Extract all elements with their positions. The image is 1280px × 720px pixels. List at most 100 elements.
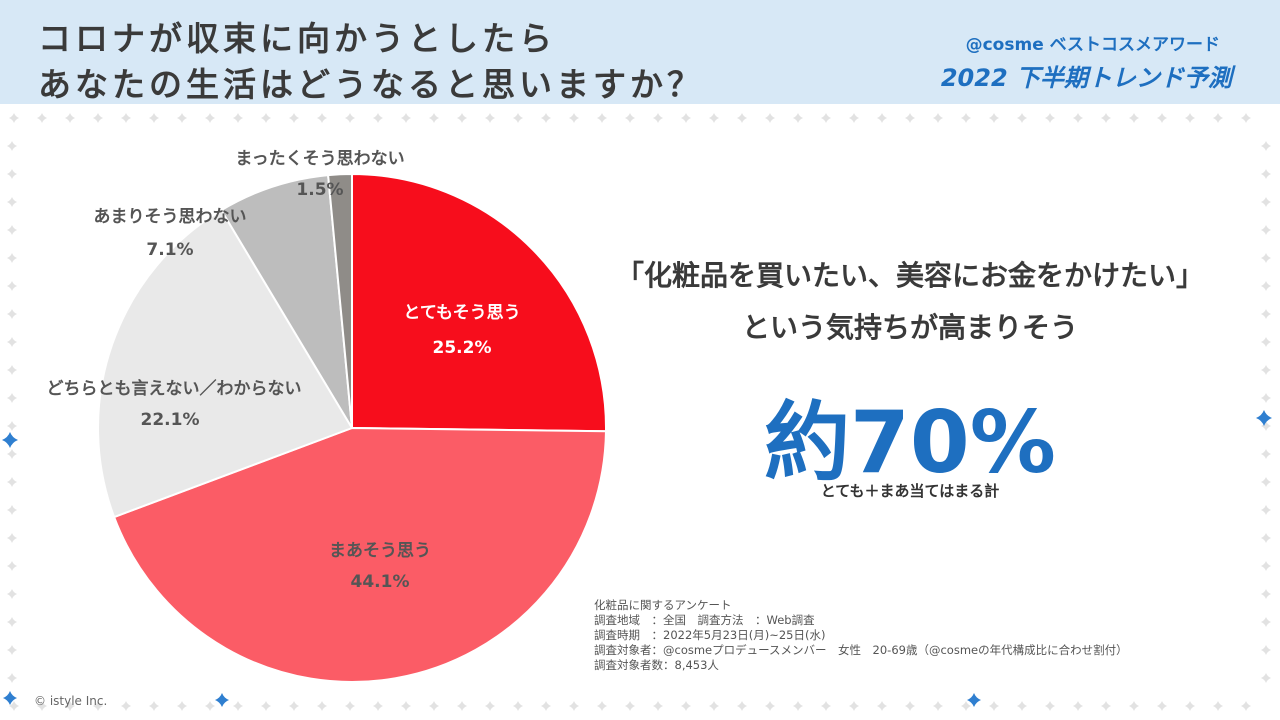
sparkle-icon bbox=[7, 365, 17, 375]
sparkle-icon bbox=[961, 701, 971, 711]
sparkle-icon bbox=[821, 113, 831, 123]
sparkle-icon bbox=[177, 113, 187, 123]
sparkle-icon bbox=[1129, 701, 1139, 711]
sparkle-icon bbox=[1185, 701, 1195, 711]
brand-subtitle: 2022 下半期トレンド予測 bbox=[940, 64, 1232, 92]
sparkle-icon bbox=[1129, 113, 1139, 123]
sparkle-icon bbox=[597, 113, 607, 123]
sparkle-icon bbox=[933, 113, 943, 123]
sparkle-icon bbox=[261, 701, 271, 711]
sparkle-icon bbox=[1157, 113, 1167, 123]
sparkle-icon bbox=[7, 449, 17, 459]
sparkle-icon bbox=[967, 693, 981, 707]
sparkle-icon bbox=[1045, 701, 1055, 711]
sparkle-icon bbox=[625, 113, 635, 123]
sparkle-icon bbox=[793, 113, 803, 123]
survey-line: 化粧品に関するアンケート bbox=[594, 598, 732, 612]
sparkle-icon bbox=[215, 693, 229, 707]
copyright: © istyle Inc. bbox=[34, 694, 108, 708]
sparkle-icon bbox=[205, 701, 215, 711]
sparkle-icon bbox=[849, 113, 859, 123]
sparkle-icon bbox=[1261, 645, 1271, 655]
brand-logo-text: @cosme ベストコスメアワード bbox=[965, 35, 1220, 55]
slice-value-not-at-all: 1.5% bbox=[296, 180, 344, 200]
sparkle-icon bbox=[569, 701, 579, 711]
survey-line: 調査対象者数：8,453人 bbox=[594, 658, 719, 672]
sparkle-icon bbox=[429, 113, 439, 123]
sparkle-icon bbox=[1261, 533, 1271, 543]
sparkle-icon bbox=[205, 113, 215, 123]
sparkle-icon bbox=[1157, 701, 1167, 711]
page-title-line-2: あなたの生活はどうなると思いますか？ bbox=[38, 65, 704, 104]
sparkle-icon bbox=[149, 701, 159, 711]
sparkle-icon bbox=[457, 113, 467, 123]
sparkle-icon bbox=[709, 701, 719, 711]
sparkle-icon bbox=[233, 701, 243, 711]
sparkle-icon bbox=[9, 113, 19, 123]
sparkle-icon bbox=[317, 701, 327, 711]
sparkle-icon bbox=[373, 113, 383, 123]
sparkle-icon bbox=[7, 197, 17, 207]
sparkle-icon bbox=[7, 337, 17, 347]
slice-value-neither: 22.1% bbox=[140, 410, 200, 430]
sparkle-icon bbox=[1261, 365, 1271, 375]
sparkle-icon bbox=[7, 253, 17, 263]
sparkle-icon bbox=[933, 701, 943, 711]
sparkle-icon bbox=[765, 701, 775, 711]
sparkle-icon bbox=[1261, 505, 1271, 515]
slice-label-somewhat: まあそう思う bbox=[329, 541, 431, 561]
sparkle-icon bbox=[345, 113, 355, 123]
sparkle-icon bbox=[961, 113, 971, 123]
sparkle-icon bbox=[1101, 701, 1111, 711]
slice-value-somewhat: 44.1% bbox=[350, 572, 410, 592]
sparkle-icon bbox=[289, 113, 299, 123]
sparkle-icon bbox=[429, 701, 439, 711]
sparkle-icon bbox=[93, 113, 103, 123]
sparkle-icon bbox=[485, 701, 495, 711]
sparkle-icon bbox=[485, 113, 495, 123]
sparkle-icon bbox=[793, 701, 803, 711]
sparkle-icon bbox=[2, 432, 18, 448]
sparkle-icon bbox=[261, 113, 271, 123]
sparkle-icon bbox=[7, 225, 17, 235]
sparkle-icon bbox=[1185, 113, 1195, 123]
sparkle-icon bbox=[7, 673, 17, 683]
sparkle-icon bbox=[1261, 225, 1271, 235]
sparkle-icon bbox=[989, 701, 999, 711]
sparkle-icon bbox=[877, 701, 887, 711]
sparkle-icon bbox=[7, 561, 17, 571]
survey-line: 調査地域 ：全国 調査方法 ：Web調査 bbox=[594, 613, 815, 627]
sparkle-icon bbox=[1261, 197, 1271, 207]
sparkle-icon bbox=[1256, 410, 1272, 426]
sparkle-icon bbox=[65, 701, 75, 711]
big-percentage: 約70% bbox=[764, 393, 1056, 493]
sparkle-icon bbox=[709, 113, 719, 123]
sparkle-icon bbox=[765, 113, 775, 123]
sparkle-icon bbox=[1261, 617, 1271, 627]
sparkle-icon bbox=[569, 113, 579, 123]
sparkle-icon bbox=[1261, 309, 1271, 319]
sparkle-icon bbox=[1261, 561, 1271, 571]
sparkle-icon bbox=[1213, 113, 1223, 123]
sparkle-icon bbox=[737, 701, 747, 711]
sparkle-icon bbox=[653, 701, 663, 711]
headline-subline: という気持ちが高まりそう bbox=[741, 311, 1078, 344]
sparkle-icon bbox=[317, 113, 327, 123]
slice-value-very-much: 25.2% bbox=[432, 338, 492, 358]
sparkle-icon bbox=[1261, 337, 1271, 347]
sparkle-icon bbox=[7, 309, 17, 319]
sparkle-icon bbox=[3, 691, 17, 705]
sparkle-icon bbox=[1045, 113, 1055, 123]
sparkle-icon bbox=[1213, 701, 1223, 711]
sparkle-icon bbox=[1261, 281, 1271, 291]
sparkle-icon bbox=[121, 701, 131, 711]
sparkle-icon bbox=[37, 113, 47, 123]
slice-label-very-much: とてもそう思う bbox=[403, 303, 521, 323]
sparkle-icon bbox=[457, 701, 467, 711]
sparkle-icon bbox=[1241, 113, 1251, 123]
sparkle-icon bbox=[1073, 113, 1083, 123]
sparkle-icon bbox=[737, 113, 747, 123]
sparkle-icon bbox=[7, 589, 17, 599]
sparkle-icon bbox=[7, 505, 17, 515]
sparkle-icon bbox=[1261, 589, 1271, 599]
